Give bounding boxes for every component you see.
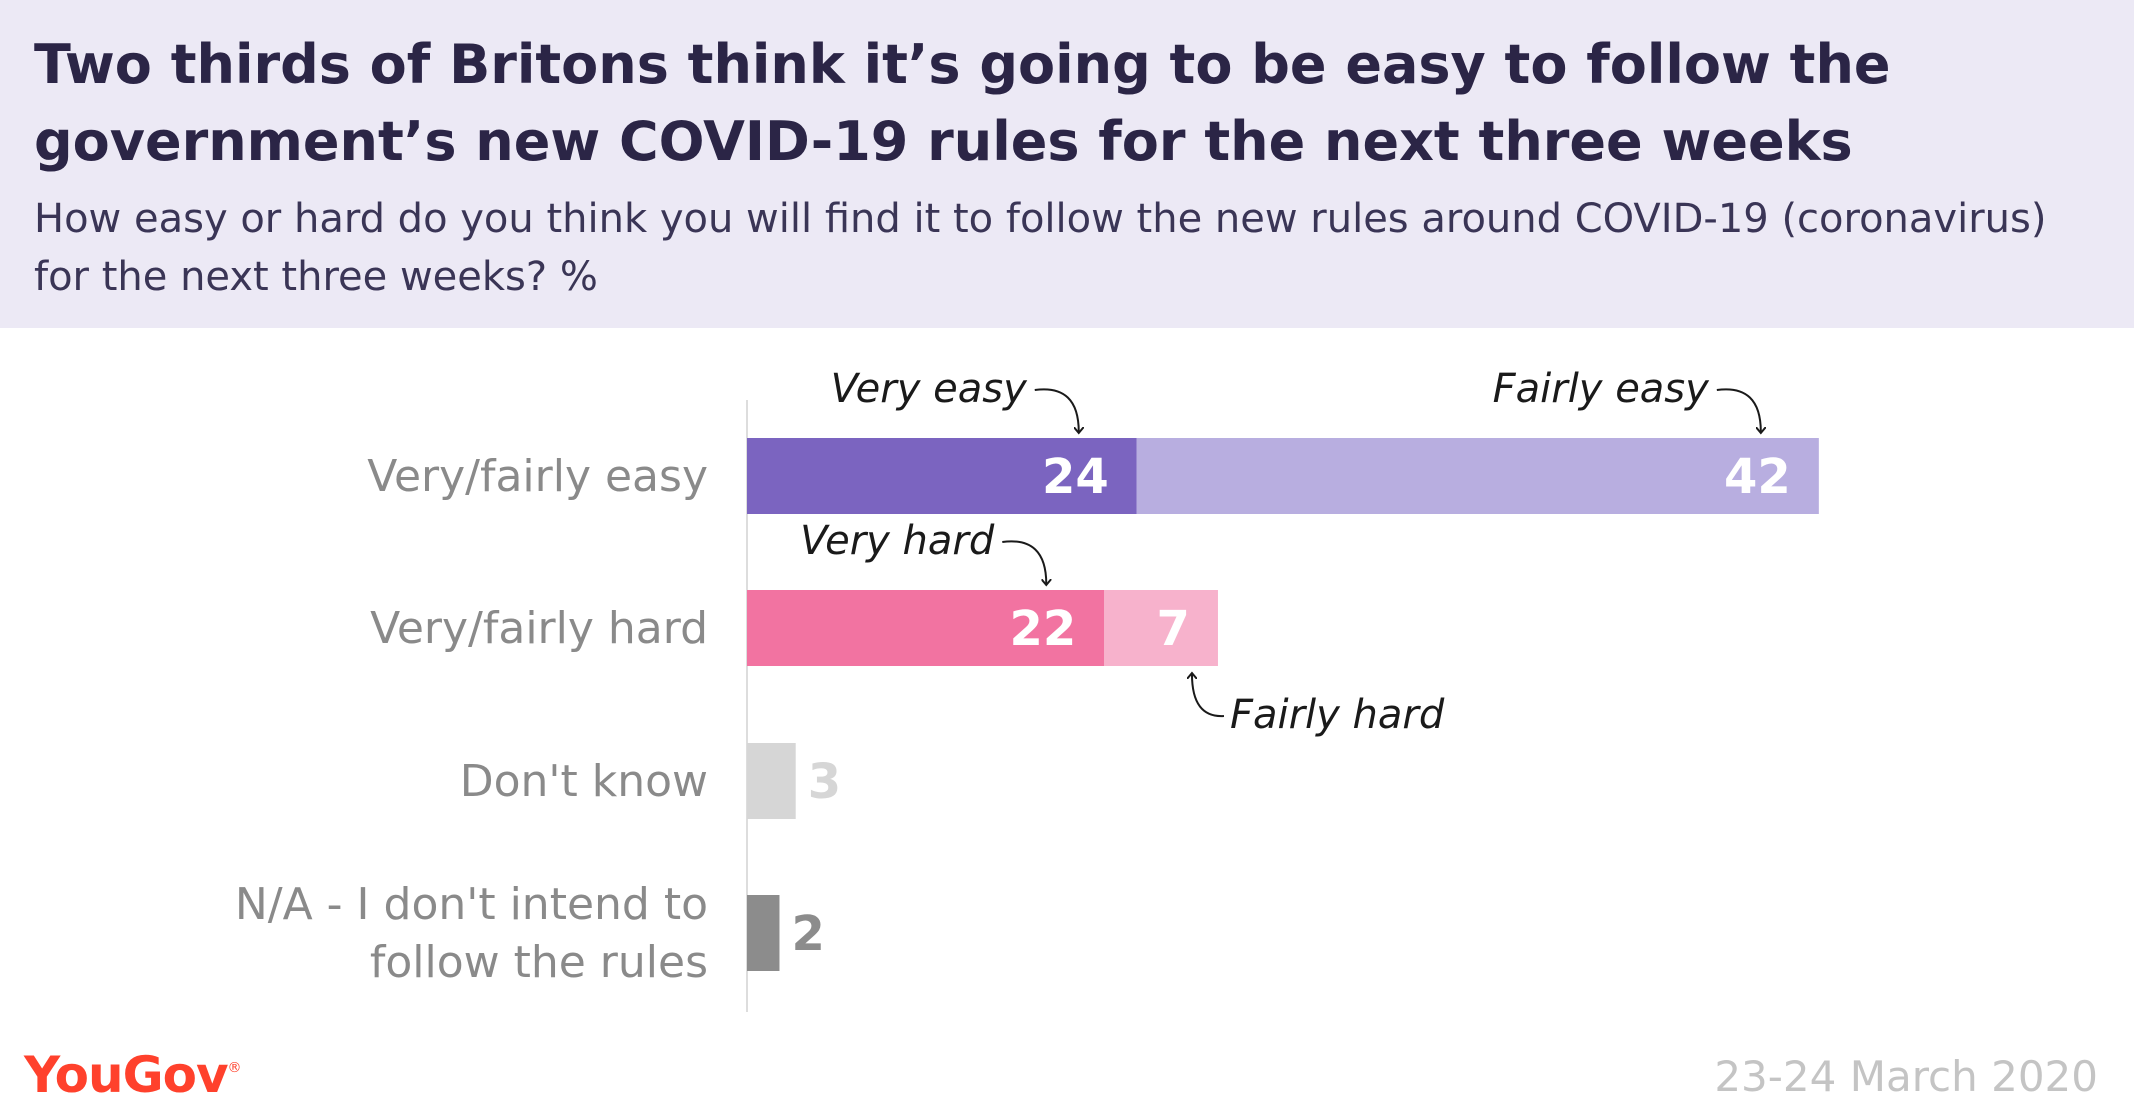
yougov-logo: YouGov® xyxy=(24,1046,242,1104)
annotation-arrow xyxy=(1716,388,1761,432)
registered-mark: ® xyxy=(227,1060,242,1076)
data-label: 42 xyxy=(1724,449,1791,505)
header-panel: Two thirds of Britons think it’s going t… xyxy=(0,0,2134,328)
category-label: follow the rules xyxy=(370,937,708,988)
annotation-label: Fairly easy xyxy=(1493,366,1711,412)
chart-title: Two thirds of Britons think it’s going t… xyxy=(34,33,1891,173)
data-label: 22 xyxy=(1009,601,1076,657)
chart-subtitle: How easy or hard do you think you will f… xyxy=(34,196,2047,300)
data-label: 2 xyxy=(791,906,824,962)
category-label: N/A - I don't intend to xyxy=(235,879,708,930)
category-label: Very/fairly easy xyxy=(367,451,708,502)
bar-segment xyxy=(1104,590,1218,666)
data-label: 3 xyxy=(808,754,841,810)
annotation-label: Very hard xyxy=(800,518,995,564)
category-label: Very/fairly hard xyxy=(370,603,708,654)
bar-segment xyxy=(1136,438,1819,514)
bar-segment xyxy=(747,590,1105,666)
data-label: 24 xyxy=(1042,449,1109,505)
bar-segment xyxy=(747,743,796,819)
annotation-arrow xyxy=(1034,388,1079,432)
survey-date: 23-24 March 2020 xyxy=(1714,1052,2098,1101)
annotation-label: Very easy xyxy=(831,366,1028,412)
logo-text: YouGov xyxy=(24,1046,229,1104)
bar-segment xyxy=(747,895,780,971)
data-label: 7 xyxy=(1157,601,1190,657)
annotation-label: Fairly hard xyxy=(1230,692,1445,738)
category-label: Don't know xyxy=(460,756,708,807)
annotation-arrow xyxy=(1002,540,1046,584)
bar-segment xyxy=(747,438,1137,514)
annotation-arrow xyxy=(1192,674,1225,718)
